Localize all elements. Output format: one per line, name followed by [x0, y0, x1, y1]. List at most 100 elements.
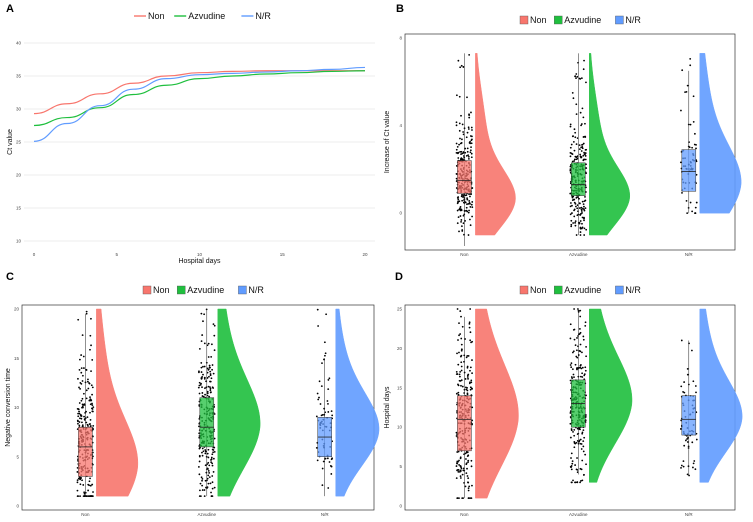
data-point — [578, 333, 581, 336]
panel-label-C: C — [6, 271, 14, 283]
legend-label-D-2: N/R — [625, 285, 641, 295]
data-point — [460, 64, 463, 67]
data-point — [582, 335, 585, 338]
data-point — [575, 113, 578, 116]
data-point — [206, 452, 209, 455]
data-point — [81, 403, 84, 406]
data-point — [694, 385, 697, 387]
data-point — [571, 351, 574, 354]
data-point — [573, 149, 576, 152]
data-point — [209, 391, 212, 394]
data-point — [574, 220, 577, 222]
data-point — [83, 491, 86, 494]
data-point — [458, 122, 461, 125]
data-point — [321, 362, 323, 364]
data-point — [578, 77, 581, 80]
data-point — [579, 428, 581, 431]
data-point — [460, 384, 462, 387]
data-point — [571, 196, 574, 199]
data-point — [581, 351, 583, 354]
data-point — [317, 398, 320, 401]
data-point — [569, 323, 572, 326]
data-point — [576, 457, 578, 459]
legend-label-D-0: Non — [530, 285, 547, 295]
x-tick-label: N/R — [685, 252, 694, 257]
data-point — [85, 495, 88, 498]
data-point — [572, 350, 575, 353]
data-point — [456, 222, 459, 225]
data-point — [458, 143, 460, 146]
data-point — [455, 370, 458, 373]
x-tick-label: 15 — [280, 252, 286, 257]
box-nr — [681, 149, 697, 192]
data-point — [330, 410, 333, 412]
data-point — [79, 381, 82, 384]
data-point — [331, 414, 334, 417]
data-point — [582, 116, 585, 119]
data-point — [572, 140, 575, 143]
data-point — [686, 367, 689, 370]
data-point — [467, 487, 470, 490]
data-point — [584, 152, 587, 154]
data-point — [327, 487, 330, 489]
data-point — [569, 151, 572, 154]
data-point — [464, 378, 467, 380]
data-point — [91, 402, 93, 405]
data-point — [207, 474, 210, 477]
data-point — [683, 391, 686, 394]
data-point — [579, 231, 582, 233]
data-point — [464, 147, 467, 150]
data-point — [78, 402, 81, 404]
data-point — [458, 351, 460, 354]
data-point — [582, 445, 585, 448]
y-tick-label: 20 — [397, 346, 403, 351]
data-point — [81, 424, 84, 427]
y-tick-label: 10 — [14, 405, 20, 410]
data-point — [584, 324, 587, 327]
data-point — [86, 380, 89, 383]
data-point — [212, 323, 215, 326]
data-point — [211, 475, 214, 477]
data-point — [578, 144, 581, 147]
data-point — [578, 440, 581, 443]
data-point — [460, 365, 463, 368]
legend-label-D-1: Azvudine — [564, 285, 601, 295]
data-point — [581, 459, 584, 462]
data-point — [470, 465, 473, 468]
data-point — [692, 466, 694, 469]
data-point — [470, 381, 473, 384]
data-point — [571, 160, 574, 163]
density-azvudine — [217, 308, 261, 497]
data-point — [461, 123, 464, 126]
data-point — [81, 421, 83, 424]
legend-label-C-0: Non — [153, 285, 170, 295]
y-tick-label: 0 — [16, 504, 19, 509]
data-point — [89, 477, 91, 480]
data-point — [330, 473, 333, 475]
data-point — [465, 155, 468, 157]
y-tick-label: 5 — [16, 454, 19, 459]
y-tick-label: 5 — [399, 464, 402, 469]
data-point — [459, 477, 462, 479]
data-point — [321, 413, 324, 416]
data-point — [462, 151, 465, 153]
data-point — [455, 148, 458, 151]
data-point — [76, 489, 79, 492]
data-point — [210, 355, 213, 358]
plot-border-B — [404, 33, 736, 251]
data-point — [211, 462, 214, 465]
y-axis-label: Negative conversion time — [5, 368, 12, 447]
data-point — [461, 193, 463, 196]
data-point — [459, 465, 462, 467]
data-point — [578, 207, 581, 209]
data-point — [207, 470, 210, 472]
data-point — [571, 212, 573, 214]
data-point — [457, 363, 460, 366]
legend-swatch-C-2 — [238, 285, 247, 295]
data-point — [465, 451, 468, 454]
data-point — [686, 373, 689, 376]
data-point — [80, 354, 83, 356]
data-point — [76, 471, 79, 473]
data-point — [458, 95, 461, 98]
data-point — [92, 491, 94, 493]
